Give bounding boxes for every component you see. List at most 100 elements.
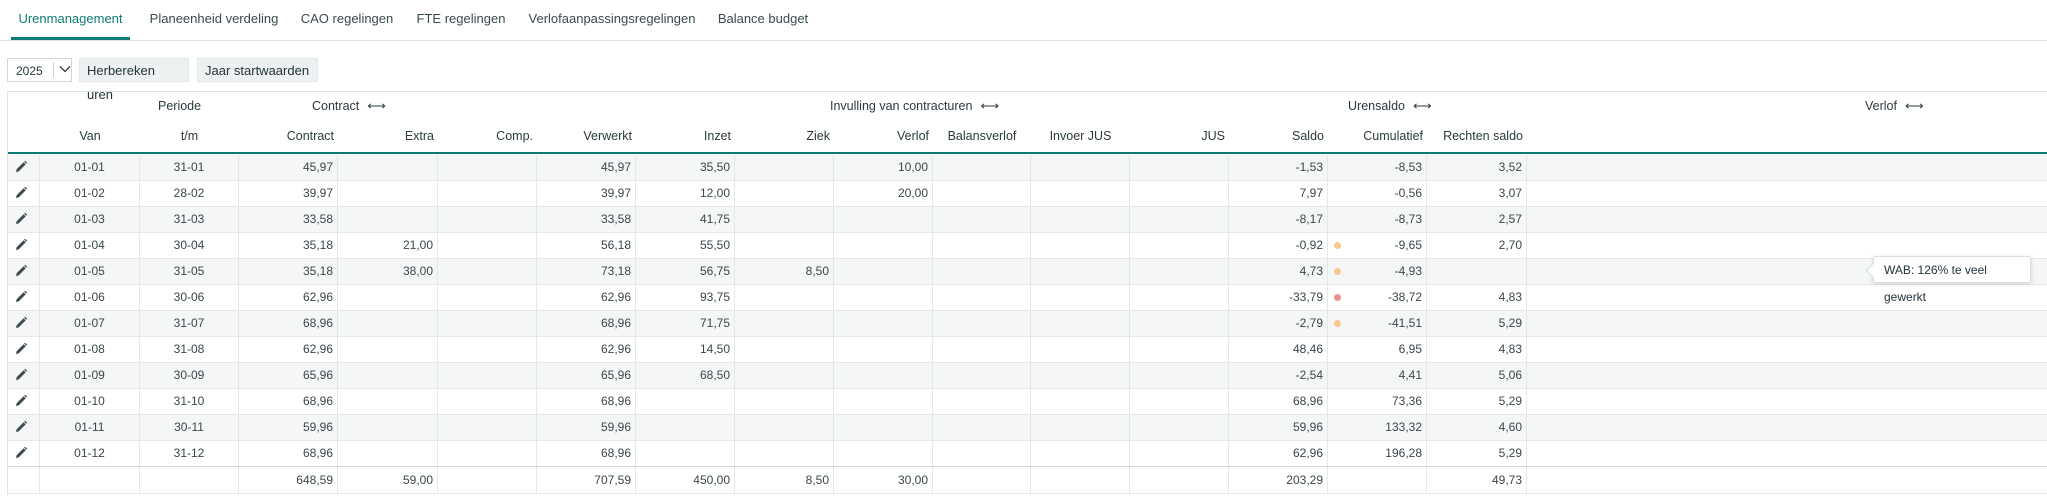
status-dot-warning[interactable] xyxy=(1334,268,1341,275)
cell-jus xyxy=(1130,155,1229,180)
expand-icon[interactable]: ⟷ xyxy=(1904,98,1924,113)
cell-ziek xyxy=(735,311,834,336)
cell-inzet: 41,75 xyxy=(636,207,735,232)
pencil-icon[interactable] xyxy=(14,212,28,226)
tab-verlofaanpassingsregelingen[interactable]: Verlofaanpassingsregelingen xyxy=(528,11,696,26)
pencil-icon[interactable] xyxy=(14,160,28,174)
year-select[interactable]: 2025 xyxy=(7,58,72,82)
cell-comp xyxy=(438,363,537,388)
cell-comp xyxy=(438,155,537,180)
tab-cao-regelingen[interactable]: CAO regelingen xyxy=(300,11,394,26)
cell-extra: 21,00 xyxy=(338,233,438,258)
pencil-icon[interactable] xyxy=(14,342,28,356)
cell-saldo: -33,79 xyxy=(1229,285,1328,310)
column-header: t/m xyxy=(180,129,199,143)
cell-contract: 59,96 xyxy=(239,415,338,440)
pencil-icon[interactable] xyxy=(14,446,28,460)
column-header: Cumulatief xyxy=(1363,129,1423,143)
tab-planeenheid-verdeling[interactable]: Planeenheid verdeling xyxy=(149,11,279,26)
recalculate-hours-button[interactable]: Herbereken uren xyxy=(79,58,189,102)
edit-cell[interactable] xyxy=(8,337,40,362)
expand-icon[interactable]: ⟷ xyxy=(980,98,1000,113)
year-start-values-button[interactable]: Jaar startwaarden xyxy=(197,58,318,82)
cell-saldo: -1,53 xyxy=(1229,155,1328,180)
tab-balance-budget[interactable]: Balance budget xyxy=(717,11,809,26)
status-dot-error[interactable] xyxy=(1334,294,1341,301)
cell-rechten: 3,07 xyxy=(1427,181,1527,206)
edit-cell[interactable] xyxy=(8,441,40,466)
cell-saldo: 7,97 xyxy=(1229,181,1328,206)
edit-cell[interactable] xyxy=(8,155,40,180)
pencil-icon[interactable] xyxy=(14,420,28,434)
table-row: 01-02 28-02 39,97 39,97 12,00 20,00 7,97 -0,56 3… xyxy=(8,181,2047,207)
cell-van: 01-03 xyxy=(40,207,140,232)
pencil-icon[interactable] xyxy=(14,368,28,382)
filler-cell xyxy=(1527,311,2047,336)
cell-jus xyxy=(1130,207,1229,232)
table-row: 01-10 31-10 68,96 68,96 68,96 73,36 5,29 xyxy=(8,389,2047,415)
cell-verwerkt: 73,18 xyxy=(537,259,636,284)
cell-inzet: 68,50 xyxy=(636,363,735,388)
total-contract: 648,59 xyxy=(239,467,338,494)
group-verlof[interactable]: Verlof ⟷ xyxy=(1865,92,1924,120)
cell-van: 01-04 xyxy=(40,233,140,258)
edit-cell[interactable] xyxy=(8,233,40,258)
expand-icon[interactable]: ⟷ xyxy=(367,98,386,113)
cell-balansverlof xyxy=(933,441,1031,466)
cell-inzet xyxy=(636,389,735,414)
pencil-icon[interactable] xyxy=(14,316,28,330)
cell-cumulatief: -4,93 xyxy=(1328,259,1427,284)
expand-icon[interactable]: ⟷ xyxy=(1412,98,1432,113)
cell-contract: 45,97 xyxy=(239,155,338,180)
cell-extra xyxy=(338,311,438,336)
edit-cell[interactable] xyxy=(8,259,40,284)
pencil-icon[interactable] xyxy=(14,394,28,408)
cell-invoer-jus xyxy=(1031,311,1130,336)
tab-urenmanagement[interactable]: Urenmanagement xyxy=(11,0,130,40)
tooltip: WAB: 126% te veel gewerkt xyxy=(1865,256,2031,304)
cell-verlof xyxy=(834,389,933,414)
tab-fte-regelingen[interactable]: FTE regelingen xyxy=(416,11,506,26)
status-dot-warning[interactable] xyxy=(1334,320,1341,327)
pencil-icon[interactable] xyxy=(14,290,28,304)
table-row: 01-11 30-11 59,96 59,96 59,96 133,32 4,60 xyxy=(8,415,2047,441)
edit-cell[interactable] xyxy=(8,389,40,414)
cell-rechten: 5,29 xyxy=(1427,311,1527,336)
cell-invoer-jus xyxy=(1031,155,1130,180)
pencil-icon[interactable] xyxy=(14,186,28,200)
pencil-icon[interactable] xyxy=(14,264,28,278)
cell-saldo: 4,73 xyxy=(1229,259,1328,284)
cell-contract: 35,18 xyxy=(239,259,338,284)
edit-cell[interactable] xyxy=(8,207,40,232)
total-extra: 59,00 xyxy=(338,467,438,494)
group-verlof-label: Verlof xyxy=(1865,99,1897,113)
status-dot-warning[interactable] xyxy=(1334,242,1341,249)
group-urensaldo[interactable]: Urensaldo ⟷ xyxy=(1348,92,1432,120)
edit-cell[interactable] xyxy=(8,415,40,440)
cell-extra xyxy=(338,181,438,206)
cell-inzet xyxy=(636,441,735,466)
edit-cell[interactable] xyxy=(8,285,40,310)
cell-rechten: 2,57 xyxy=(1427,207,1527,232)
group-contract[interactable]: Contract ⟷ xyxy=(312,92,386,120)
edit-cell[interactable] xyxy=(8,363,40,388)
cell-ziek: 8,50 xyxy=(735,259,834,284)
cell-jus xyxy=(1130,415,1229,440)
cell-saldo: 62,96 xyxy=(1229,441,1328,466)
year-value: 2025 xyxy=(16,64,43,78)
total-jus xyxy=(1130,467,1229,494)
cell-cumulatief: 6,95 xyxy=(1328,337,1427,362)
chevron-down-icon[interactable] xyxy=(58,62,72,76)
edit-cell[interactable] xyxy=(8,181,40,206)
cell-van: 01-09 xyxy=(40,363,140,388)
pencil-icon[interactable] xyxy=(14,238,28,252)
group-invulling[interactable]: Invulling van contracturen ⟷ xyxy=(830,92,999,120)
group-periode: Periode xyxy=(158,99,202,113)
cell-rechten: 2,70 xyxy=(1427,233,1527,258)
column-header: Comp. xyxy=(496,129,533,143)
cell-rechten: 4,60 xyxy=(1427,415,1527,440)
cell-ziek xyxy=(735,181,834,206)
cell-balansverlof xyxy=(933,337,1031,362)
edit-cell[interactable] xyxy=(8,311,40,336)
cell-rechten: 3,52 xyxy=(1427,155,1527,180)
